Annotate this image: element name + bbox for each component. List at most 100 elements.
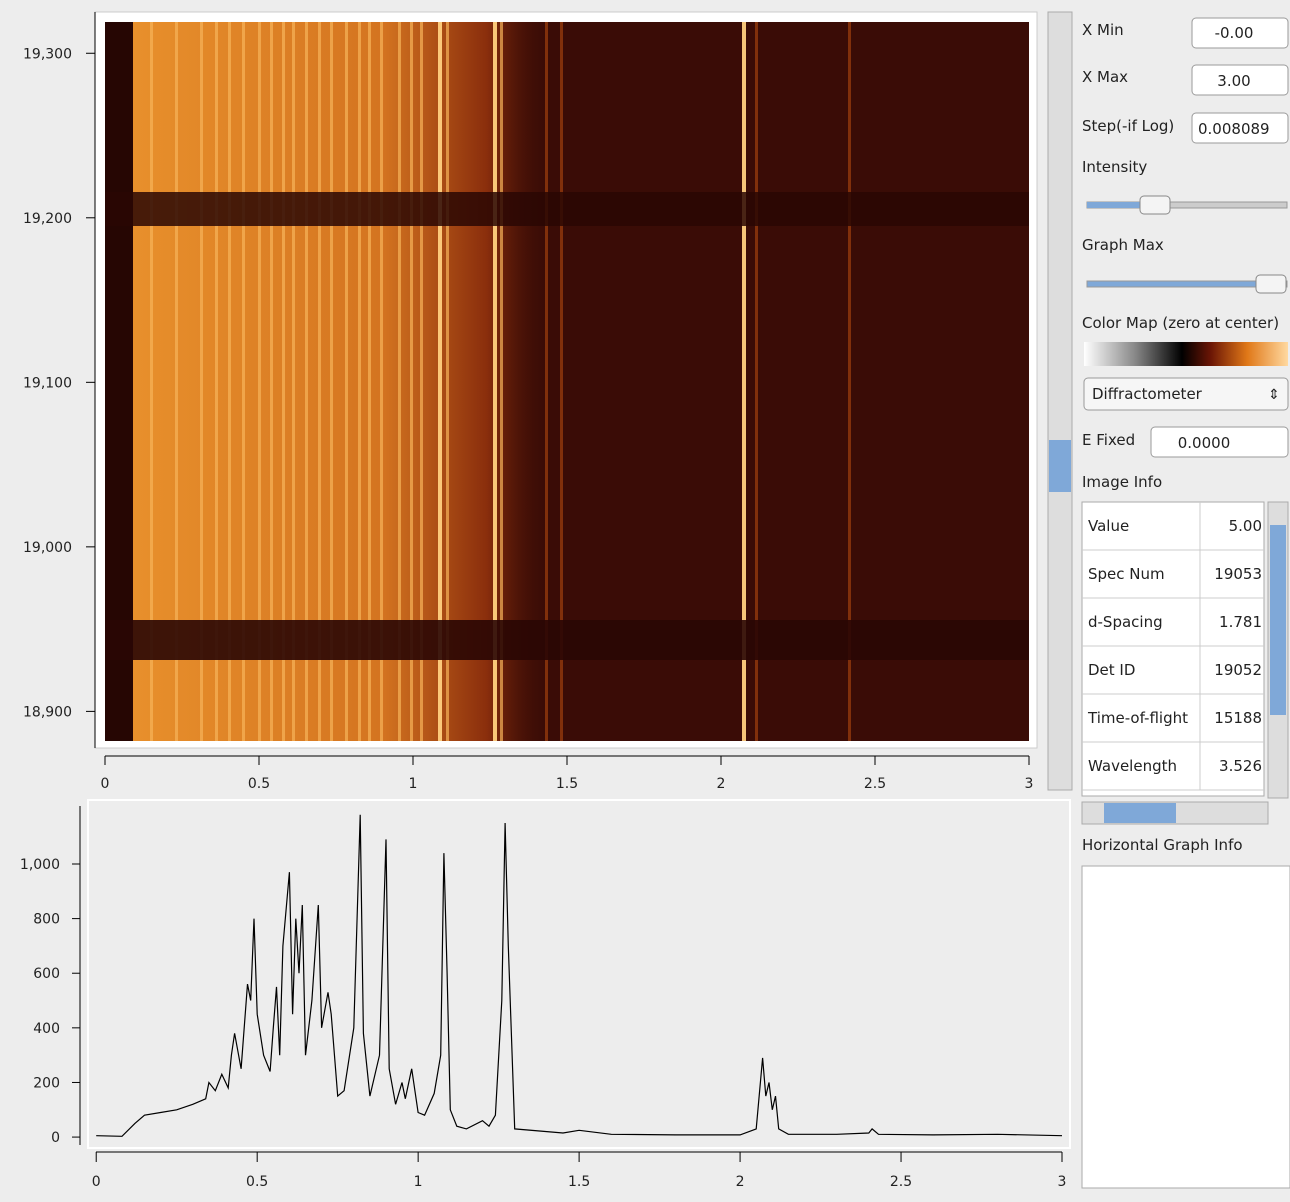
- heat-line: [358, 22, 361, 741]
- y-tick-label: 200: [33, 1075, 60, 1091]
- y-tick-label: 600: [33, 966, 60, 982]
- section-title: Image Info: [1082, 473, 1162, 491]
- input-value: 0.008089: [1198, 120, 1270, 138]
- controls: X Min -0.00 X Max 3.00 Step(-if Log) 0.0…: [1081, 17, 1290, 1189]
- heat-line: [242, 22, 245, 741]
- x-tick-label: 3: [1058, 1174, 1067, 1190]
- table-scrollbar-thumb[interactable]: [1270, 525, 1286, 715]
- spectrum-line: [96, 814, 1063, 1137]
- slider-handle[interactable]: [1139, 195, 1171, 215]
- y-tick-label: 0: [51, 1130, 60, 1146]
- slider-fill: [1087, 202, 1142, 208]
- scrollbar[interactable]: [1047, 11, 1073, 791]
- slider-track[interactable]: [1086, 280, 1288, 288]
- y-tick-label: 18,900: [23, 704, 72, 720]
- heat-line: [175, 22, 178, 741]
- row-value: 5.00: [1229, 517, 1262, 535]
- input[interactable]: [1191, 112, 1289, 144]
- row-key: Wavelength: [1088, 757, 1177, 775]
- x-tick-label: 1: [414, 1174, 423, 1190]
- input[interactable]: [1150, 426, 1289, 458]
- x-tick-label: 3: [1025, 776, 1034, 792]
- scrollbar-thumb[interactable]: [1049, 440, 1071, 492]
- label: X Max: [1082, 68, 1128, 86]
- label: Graph Max: [1082, 236, 1164, 254]
- combo-box[interactable]: [1083, 377, 1289, 411]
- heat-line: [215, 22, 218, 741]
- heat-band: [105, 620, 1029, 660]
- y-tick-label: 400: [33, 1021, 60, 1037]
- y-tick-label: 19,200: [23, 211, 72, 227]
- combo-arrow: ⇕: [1268, 387, 1280, 403]
- heat-line: [500, 22, 503, 741]
- heat-line: [410, 22, 413, 741]
- y-tick-label: 19,300: [23, 46, 72, 62]
- info-rows: Value 5.00 Spec Num 19053 d-Spacing 1.781 Det …: [1082, 502, 1264, 791]
- heat-line: [282, 22, 285, 741]
- color-map: [1084, 342, 1288, 366]
- heat-line: [318, 22, 321, 741]
- slider-handle[interactable]: [1255, 274, 1287, 294]
- input[interactable]: [1191, 64, 1289, 96]
- x-tick-label: 1.5: [568, 1174, 590, 1190]
- heat-line: [560, 22, 563, 741]
- heat-line: [305, 22, 308, 741]
- heat-line: [438, 22, 442, 741]
- row-value: 19052: [1214, 661, 1262, 679]
- y-tick-label: 1,000: [20, 857, 60, 873]
- row-key: Time-of-flight: [1087, 709, 1188, 727]
- input-value: -0.00: [1215, 24, 1254, 42]
- heat-line: [742, 22, 746, 741]
- row-value: 19053: [1214, 565, 1262, 583]
- row-value: 1.781: [1219, 613, 1262, 631]
- input-value: 3.00: [1217, 72, 1250, 90]
- input-value: 0.0000: [1178, 434, 1231, 452]
- row-key: d-Spacing: [1088, 613, 1163, 631]
- x-tick-label: 2.5: [864, 776, 886, 792]
- heatmap: [105, 22, 1029, 741]
- x-tick-label: 0: [92, 1174, 101, 1190]
- section-title: Horizontal Graph Info: [1082, 836, 1243, 854]
- row-value: 15188: [1214, 709, 1262, 727]
- x-tick-label: 1.5: [556, 776, 578, 792]
- row-key: Det ID: [1088, 661, 1135, 679]
- heat-line: [345, 22, 348, 741]
- heat-line: [493, 22, 497, 741]
- x-tick-label: 0: [101, 776, 110, 792]
- x-tick-label: 2.5: [890, 1174, 912, 1190]
- label: Intensity: [1082, 158, 1147, 176]
- y-tick-label: 19,000: [23, 540, 72, 556]
- x-tick-label: 0.5: [248, 776, 270, 792]
- graph-frame: [87, 799, 1071, 1149]
- x-tick-label: 0.5: [246, 1174, 268, 1190]
- heat-line: [545, 22, 548, 741]
- y-tick-label: 800: [33, 912, 60, 928]
- combo-value: Diffractometer: [1092, 385, 1203, 403]
- heat-line: [258, 22, 261, 741]
- x-tick-label: 2: [736, 1174, 745, 1190]
- axes: 18,900 19,000 19,100 19,200 19,300 0 0.5 1 1.5 2 2…: [20, 12, 1067, 1190]
- heat-line: [380, 22, 383, 741]
- y-tick-label: 19,100: [23, 375, 72, 391]
- heat-line: [848, 22, 851, 741]
- heat-line: [420, 22, 423, 741]
- heat-line: [292, 22, 295, 741]
- row-key: Spec Num: [1088, 565, 1165, 583]
- info-table: [1081, 501, 1265, 797]
- input[interactable]: [1191, 17, 1289, 49]
- heat-line: [200, 22, 203, 741]
- heat-line: [150, 22, 153, 741]
- heat-line: [270, 22, 273, 741]
- heat-line: [446, 22, 449, 741]
- heat-line: [398, 22, 401, 741]
- heat-line: [228, 22, 231, 741]
- label: E Fixed: [1082, 431, 1135, 449]
- row-value: 3.526: [1219, 757, 1262, 775]
- x-tick-label: 2: [717, 776, 726, 792]
- label: X Min: [1082, 21, 1124, 39]
- x-tick-label: 1: [409, 776, 418, 792]
- h-scrollbar-thumb[interactable]: [1104, 803, 1176, 823]
- heat-line: [368, 22, 371, 741]
